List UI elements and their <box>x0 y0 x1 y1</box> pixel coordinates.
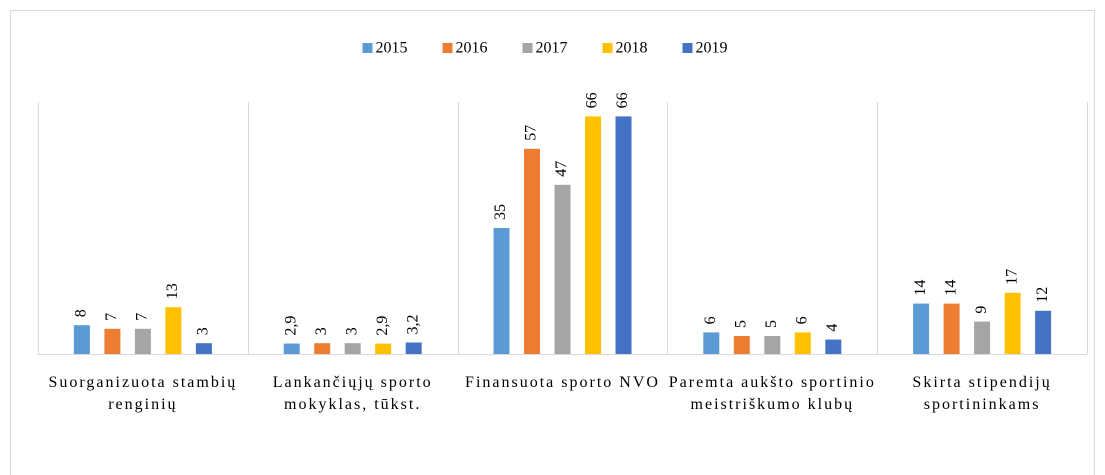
legend-swatch <box>682 43 693 53</box>
bar <box>1035 310 1052 354</box>
bar <box>524 148 540 354</box>
bar <box>344 343 361 354</box>
legend-swatch <box>362 43 373 53</box>
bar <box>195 343 212 354</box>
legend-label: 2019 <box>696 40 728 57</box>
bar <box>794 332 811 354</box>
data-label: 3,2 <box>404 314 421 334</box>
data-label: 12 <box>1034 287 1051 303</box>
bar <box>943 303 960 354</box>
bar <box>493 228 510 354</box>
legend-label: 2015 <box>376 40 408 57</box>
data-label: 17 <box>1003 269 1020 285</box>
bar <box>974 321 991 354</box>
category-label: Suorganizuota stambių renginių <box>48 374 238 413</box>
bar <box>554 184 571 354</box>
bar <box>764 336 781 354</box>
data-label: 8 <box>73 309 90 317</box>
data-label: 6 <box>702 316 719 324</box>
legend-label: 2016 <box>456 40 488 57</box>
data-label: 3 <box>195 327 212 335</box>
legend-swatch <box>602 43 613 53</box>
data-label: 5 <box>732 320 749 328</box>
data-label: 13 <box>164 283 181 299</box>
legend-label: 2018 <box>616 40 648 57</box>
category-label: Finansuota sporto NVO <box>465 374 660 391</box>
data-label: 66 <box>614 92 631 108</box>
data-label: 4 <box>824 324 841 332</box>
data-label: 14 <box>942 280 959 296</box>
bar <box>615 116 632 355</box>
data-label: 47 <box>553 161 570 177</box>
bar <box>405 342 422 354</box>
bar <box>165 307 182 354</box>
data-label: 6 <box>793 316 810 324</box>
bar <box>913 303 930 354</box>
data-label: 7 <box>134 313 151 321</box>
bar <box>585 116 601 355</box>
category-label: Lankančiųjų sporto mokyklas, tūkst. <box>272 374 433 413</box>
data-label: 2,9 <box>282 316 299 336</box>
data-label: 57 <box>523 125 540 141</box>
data-label: 3 <box>313 327 330 335</box>
data-label: 14 <box>912 280 929 296</box>
bar <box>825 339 842 354</box>
bar <box>314 343 331 354</box>
data-label: 35 <box>492 204 509 220</box>
data-label: 66 <box>584 92 601 108</box>
bar <box>134 328 151 354</box>
category-label: Skirta stipendijų sportininkams <box>912 374 1052 413</box>
bar <box>283 343 300 354</box>
data-label: 2,9 <box>374 316 391 336</box>
bar <box>1004 292 1021 354</box>
bar <box>375 343 392 354</box>
bar <box>104 328 121 354</box>
legend-label: 2017 <box>536 40 568 57</box>
bar <box>703 332 720 354</box>
data-label: 3 <box>343 327 360 335</box>
data-label: 7 <box>103 313 120 321</box>
data-label: 5 <box>763 320 780 328</box>
legend-swatch <box>442 43 453 53</box>
bar <box>733 336 750 354</box>
bar <box>73 325 90 354</box>
category-label: Paremta aukšto sportinio meistriškumo kl… <box>668 374 876 413</box>
chart-border <box>10 10 1095 475</box>
legend-swatch <box>522 43 533 53</box>
data-label: 9 <box>973 306 990 314</box>
